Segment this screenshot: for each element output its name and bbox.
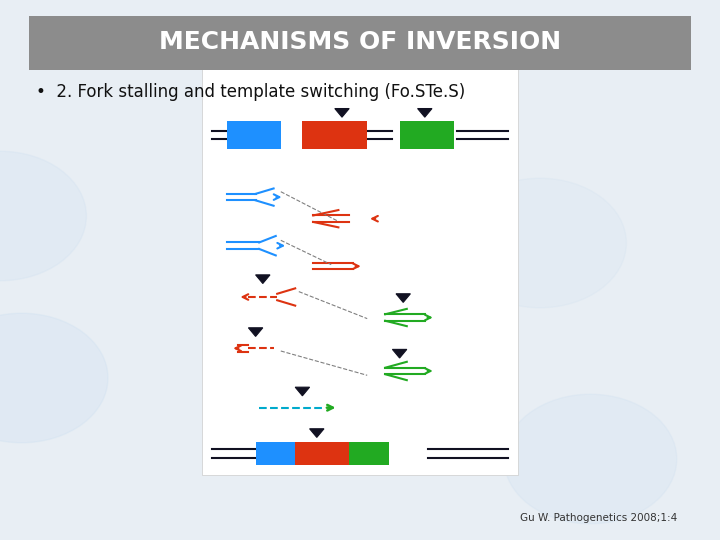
Bar	[29, 16, 691, 70]
Text: Gu W. Pathogenetics 2008;1:4: Gu W. Pathogenetics 2008;1:4	[520, 514, 677, 523]
Text: •  2. Fork stalling and template switching (Fo.STe.S): • 2. Fork stalling and template switchin…	[36, 83, 465, 101]
Bar	[256, 442, 295, 465]
Bar	[302, 122, 367, 148]
Polygon shape	[392, 349, 407, 358]
Bar	[202, 27, 518, 475]
Text: MECHANISMS OF INVERSION: MECHANISMS OF INVERSION	[159, 30, 561, 53]
Polygon shape	[418, 109, 432, 117]
Circle shape	[0, 151, 86, 281]
Bar	[295, 442, 349, 465]
Bar	[349, 442, 389, 465]
Circle shape	[454, 178, 626, 308]
Polygon shape	[396, 294, 410, 302]
Bar	[400, 122, 454, 148]
Polygon shape	[310, 429, 324, 437]
Polygon shape	[256, 275, 270, 284]
Circle shape	[0, 313, 108, 443]
Polygon shape	[248, 328, 263, 336]
Polygon shape	[295, 387, 310, 396]
Polygon shape	[335, 109, 349, 117]
Bar	[227, 122, 281, 148]
Circle shape	[504, 394, 677, 524]
